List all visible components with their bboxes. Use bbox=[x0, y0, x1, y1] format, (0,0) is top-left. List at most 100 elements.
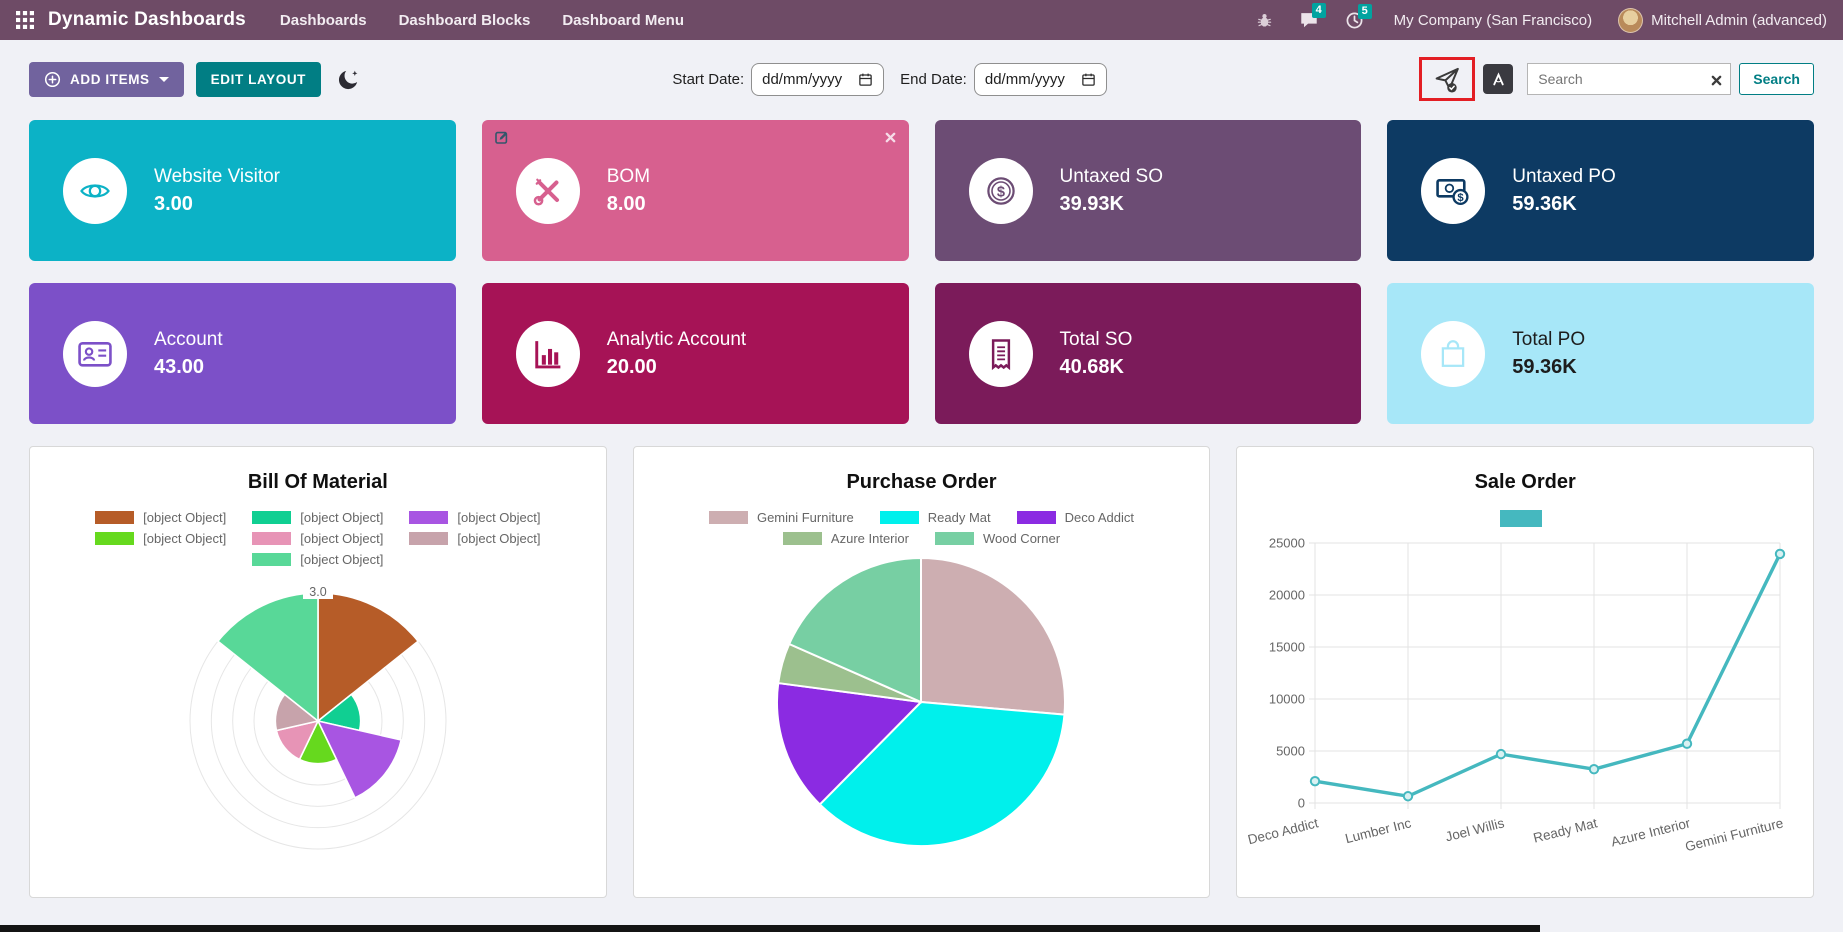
tile-value: 8.00 bbox=[606, 192, 646, 215]
activities-clock-icon[interactable]: 5 bbox=[1345, 3, 1372, 30]
tile-title: BOM bbox=[606, 165, 651, 187]
legend-item[interactable]: [object Object] bbox=[409, 531, 540, 546]
tile-value: 20.00 bbox=[606, 355, 657, 378]
legend-item[interactable]: [object Object] bbox=[95, 531, 226, 546]
legend-label: Gemini Furniture bbox=[756, 510, 854, 525]
legend-swatch bbox=[782, 532, 822, 545]
start-date-label: Start Date: bbox=[672, 70, 745, 88]
legend-swatch bbox=[409, 511, 449, 524]
legend-item[interactable]: [object Object] bbox=[409, 510, 540, 525]
kpi-tile-total-po[interactable]: Total PO 59.36K bbox=[1387, 283, 1814, 424]
legend-item[interactable]: [object Object] bbox=[252, 552, 383, 567]
apps-grid-icon[interactable] bbox=[16, 10, 36, 30]
nav-menu-item-dashboard-menu[interactable]: Dashboard Menu bbox=[562, 11, 684, 29]
id-card-icon bbox=[63, 320, 127, 387]
calendar-icon bbox=[1082, 73, 1095, 86]
edit-layout-button[interactable]: EDIT LAYOUT bbox=[195, 61, 322, 97]
legend-item[interactable]: [object Object] bbox=[95, 510, 226, 525]
user-avatar bbox=[1618, 7, 1644, 33]
legend-item[interactable]: Deco Addict bbox=[1016, 510, 1134, 525]
pie-chart-legend: Gemini Furniture Ready Mat Deco Addict Azur… bbox=[634, 510, 1210, 546]
legend-swatch bbox=[708, 511, 748, 524]
start-date-input[interactable]: dd/mm/yyyy bbox=[751, 62, 885, 96]
polar-area-chart[interactable]: 3.0 bbox=[30, 571, 606, 861]
user-name: Mitchell Admin (advanced) bbox=[1651, 11, 1827, 29]
line-chart[interactable]: 0 5000 10000 15000 20000 25000 Deco Addict Lumb… bbox=[1237, 531, 1813, 861]
send-mail-icon[interactable] bbox=[1432, 64, 1462, 94]
pie-chart[interactable] bbox=[634, 550, 1210, 852]
tile-value: 3.00 bbox=[154, 192, 193, 215]
add-items-button[interactable]: ADD ITEMS bbox=[29, 61, 184, 97]
export-pdf-button[interactable] bbox=[1483, 64, 1514, 94]
nav-menu: Dashboards Dashboard Blocks Dashboard Menu bbox=[280, 12, 716, 29]
tile-title: Analytic Account bbox=[606, 328, 747, 350]
chart-card-bill-of-material: Bill Of Material [object Object] [object … bbox=[29, 446, 607, 898]
svg-text:Lumber Inc: Lumber Inc bbox=[1343, 815, 1412, 846]
kpi-tiles-grid: Website Visitor 3.00 BOM 8.00 $ Untaxed SO 39.… bbox=[29, 120, 1814, 424]
legend-item[interactable]: [object Object] bbox=[252, 510, 383, 525]
svg-text:5000: 5000 bbox=[1276, 744, 1305, 759]
tile-edit-icon[interactable] bbox=[494, 129, 510, 150]
svg-text:Azure Interior: Azure Interior bbox=[1609, 815, 1692, 849]
app-title[interactable]: Dynamic Dashboards bbox=[48, 9, 246, 30]
edit-layout-label: EDIT LAYOUT bbox=[210, 71, 307, 87]
nav-menu-item-dashboards[interactable]: Dashboards bbox=[279, 11, 367, 29]
activities-badge: 5 bbox=[1357, 3, 1372, 19]
legend-item[interactable]: Ready Mat bbox=[879, 510, 991, 525]
kpi-tile-website-visitor[interactable]: Website Visitor 3.00 bbox=[29, 120, 456, 261]
end-date-input[interactable]: dd/mm/yyyy bbox=[973, 62, 1107, 96]
legend-item[interactable] bbox=[1499, 510, 1551, 527]
chart-card-purchase-order: Purchase Order Gemini Furniture Ready Mat… bbox=[632, 446, 1211, 898]
svg-text:0: 0 bbox=[1297, 796, 1304, 811]
debug-bug-icon[interactable] bbox=[1256, 11, 1273, 29]
search-button[interactable]: Search bbox=[1739, 63, 1814, 95]
tile-value: 59.36K bbox=[1512, 355, 1577, 378]
tile-value: 43.00 bbox=[154, 355, 205, 378]
svg-text:Deco Addict: Deco Addict bbox=[1246, 815, 1320, 847]
search-input[interactable] bbox=[1527, 63, 1732, 95]
nav-menu-item-dashboard-blocks[interactable]: Dashboard Blocks bbox=[398, 11, 531, 29]
tile-value: 40.68K bbox=[1059, 355, 1125, 378]
svg-text:25000: 25000 bbox=[1269, 536, 1305, 551]
legend-swatch bbox=[252, 553, 292, 566]
user-menu[interactable]: Mitchell Admin (advanced) bbox=[1618, 7, 1827, 33]
kpi-tile-analytic-account[interactable]: Analytic Account 20.00 bbox=[481, 283, 909, 424]
tile-title: Website Visitor bbox=[154, 165, 281, 187]
charts-row: Bill Of Material [object Object] [object … bbox=[29, 446, 1814, 898]
legend-item[interactable]: Wood Corner bbox=[934, 531, 1061, 546]
legend-label: [object Object] bbox=[457, 531, 541, 546]
plus-circle-icon bbox=[44, 71, 61, 87]
dark-mode-moon-icon[interactable] bbox=[337, 68, 360, 91]
tile-close-icon[interactable] bbox=[885, 130, 896, 148]
chart-title: Sale Order bbox=[1474, 471, 1576, 493]
legend-swatch bbox=[95, 511, 135, 524]
bottom-edge-strip bbox=[0, 925, 1540, 932]
legend-item[interactable]: Azure Interior bbox=[782, 531, 909, 546]
svg-text:$: $ bbox=[996, 184, 1004, 200]
legend-label: [object Object] bbox=[143, 531, 227, 546]
legend-swatch bbox=[1499, 510, 1542, 527]
eye-icon bbox=[63, 157, 127, 224]
legend-swatch bbox=[252, 511, 292, 524]
legend-label: [object Object] bbox=[300, 552, 384, 567]
tile-value: 59.36K bbox=[1512, 192, 1577, 215]
svg-text:$: $ bbox=[1458, 191, 1465, 203]
line-chart-legend bbox=[1237, 510, 1813, 527]
tile-title: Untaxed SO bbox=[1059, 165, 1164, 187]
pdf-icon bbox=[1493, 71, 1504, 85]
kpi-tile-account[interactable]: Account 43.00 bbox=[29, 283, 456, 424]
company-switcher[interactable]: My Company (San Francisco) bbox=[1393, 11, 1593, 29]
kpi-tile-untaxed-so[interactable]: $ Untaxed SO 39.93K bbox=[934, 120, 1362, 261]
legend-label: Wood Corner bbox=[982, 531, 1061, 546]
svg-text:10000: 10000 bbox=[1269, 692, 1305, 707]
kpi-tile-total-so[interactable]: Total SO 40.68K bbox=[934, 283, 1362, 424]
legend-item[interactable]: [object Object] bbox=[252, 531, 383, 546]
messages-icon[interactable]: 4 bbox=[1299, 3, 1326, 30]
kpi-tile-untaxed-po[interactable]: $ Untaxed PO 59.36K bbox=[1387, 120, 1814, 261]
money-icon: $ bbox=[1421, 157, 1486, 224]
svg-text:Joel Willis: Joel Willis bbox=[1444, 815, 1506, 844]
kpi-tile-bom[interactable]: BOM 8.00 bbox=[481, 120, 909, 261]
clear-search-icon[interactable] bbox=[1711, 73, 1722, 91]
legend-swatch bbox=[409, 532, 449, 545]
legend-item[interactable]: Gemini Furniture bbox=[708, 510, 854, 525]
